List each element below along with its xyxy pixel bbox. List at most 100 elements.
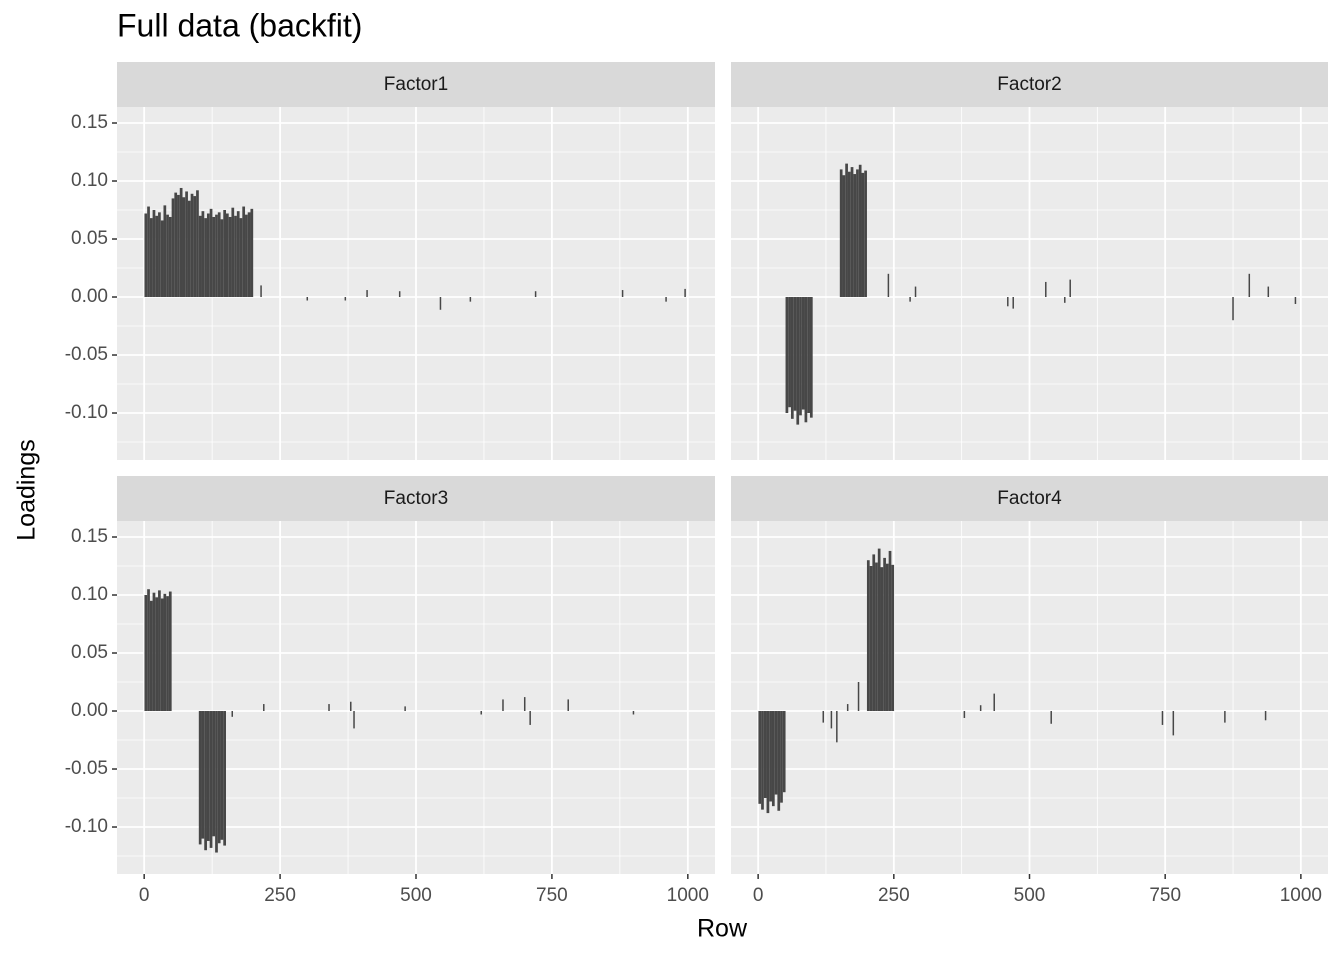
bar xyxy=(799,297,802,416)
bar xyxy=(147,589,150,712)
bar xyxy=(853,174,857,298)
bar xyxy=(567,699,569,712)
y-tick-label: 0.10 xyxy=(71,170,108,191)
bar xyxy=(163,593,167,712)
facet-label: Factor1 xyxy=(384,74,448,95)
bar xyxy=(529,711,531,725)
bar xyxy=(353,711,355,729)
bar xyxy=(168,591,172,712)
bar xyxy=(480,711,482,715)
bar xyxy=(185,191,188,298)
bar xyxy=(198,711,202,845)
bar xyxy=(196,190,199,298)
bar xyxy=(847,171,851,298)
bar xyxy=(1172,711,1175,736)
bar xyxy=(158,590,161,712)
bar xyxy=(839,169,843,298)
bar xyxy=(758,711,762,804)
bar xyxy=(166,214,169,298)
bar xyxy=(856,169,859,298)
bar xyxy=(785,297,789,414)
bar xyxy=(836,711,838,743)
bar xyxy=(993,693,995,712)
facet-strip xyxy=(731,476,1328,521)
bar xyxy=(665,297,667,302)
bar xyxy=(242,206,246,298)
bar xyxy=(190,193,194,298)
bar xyxy=(223,210,226,298)
bar xyxy=(858,164,862,298)
y-tick-label: 0.10 xyxy=(71,584,108,605)
bar xyxy=(174,192,178,298)
bar xyxy=(1050,711,1052,724)
bar xyxy=(780,711,783,803)
bar xyxy=(144,213,148,298)
bar xyxy=(1294,297,1297,304)
bar xyxy=(350,701,352,712)
bar xyxy=(880,567,884,712)
bar xyxy=(523,697,526,712)
bar xyxy=(250,208,254,298)
bar xyxy=(766,711,770,814)
facet-strip xyxy=(731,62,1328,107)
bar xyxy=(801,297,805,410)
bar xyxy=(1267,286,1270,298)
bar xyxy=(469,297,472,302)
bar xyxy=(1161,711,1164,725)
bar xyxy=(220,711,224,840)
bar xyxy=(804,297,808,423)
bar xyxy=(166,596,169,712)
bar xyxy=(177,194,180,298)
bar xyxy=(247,212,251,298)
bar xyxy=(234,215,237,298)
bar xyxy=(769,711,772,802)
bar xyxy=(328,704,330,712)
bar xyxy=(239,218,243,298)
x-tick-label: 250 xyxy=(878,885,910,906)
facet-label: Factor2 xyxy=(997,74,1061,95)
x-tick-label: 0 xyxy=(753,885,764,906)
bar xyxy=(534,291,537,298)
bar xyxy=(155,597,159,712)
bar xyxy=(861,172,865,298)
y-tick-label: 0.00 xyxy=(71,700,108,721)
bar xyxy=(160,598,164,712)
y-tick-label: -0.05 xyxy=(65,344,108,365)
x-tick-label: 0 xyxy=(139,885,150,906)
bar xyxy=(875,562,878,712)
bar xyxy=(822,711,825,723)
y-tick-label: 0.05 xyxy=(71,642,108,663)
x-tick-label: 500 xyxy=(400,885,432,906)
bar xyxy=(225,213,229,298)
bar xyxy=(404,706,406,712)
bar xyxy=(306,297,309,301)
bar xyxy=(885,563,889,712)
bar xyxy=(761,711,764,810)
bar xyxy=(231,711,234,717)
bar xyxy=(887,273,890,298)
bar xyxy=(502,699,504,712)
bar xyxy=(1264,711,1267,721)
bar xyxy=(777,711,781,811)
bar xyxy=(245,214,248,298)
bar xyxy=(263,704,265,712)
y-axis-label: Loadings xyxy=(13,439,41,540)
bar xyxy=(212,216,216,298)
bar xyxy=(439,297,442,310)
bar xyxy=(344,297,347,301)
bar xyxy=(909,297,911,302)
x-tick-label: 500 xyxy=(1014,885,1046,906)
bar xyxy=(223,711,226,846)
bar xyxy=(149,218,153,298)
bar xyxy=(842,175,846,298)
x-tick-label: 750 xyxy=(536,885,568,906)
bar xyxy=(398,291,401,298)
bar xyxy=(204,218,207,298)
bar xyxy=(215,711,218,853)
bar xyxy=(857,682,860,712)
bar xyxy=(782,711,786,793)
bar xyxy=(621,290,624,298)
bar xyxy=(1012,297,1014,309)
bar xyxy=(763,711,767,799)
bar xyxy=(171,198,175,298)
